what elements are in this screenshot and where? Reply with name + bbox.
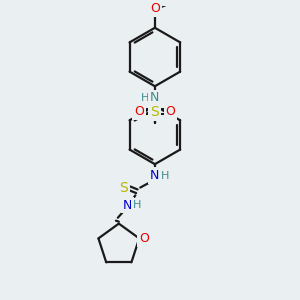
Text: S: S [119,181,128,195]
Text: O: O [166,105,176,118]
Text: H: H [133,200,142,210]
Text: N: N [150,169,160,182]
Text: S: S [151,105,159,118]
Text: N: N [123,199,132,212]
Text: O: O [139,232,149,245]
Text: H: H [160,171,169,181]
Text: H: H [141,93,149,103]
Text: N: N [150,92,160,104]
Text: O: O [134,105,144,118]
Text: O: O [150,2,160,15]
